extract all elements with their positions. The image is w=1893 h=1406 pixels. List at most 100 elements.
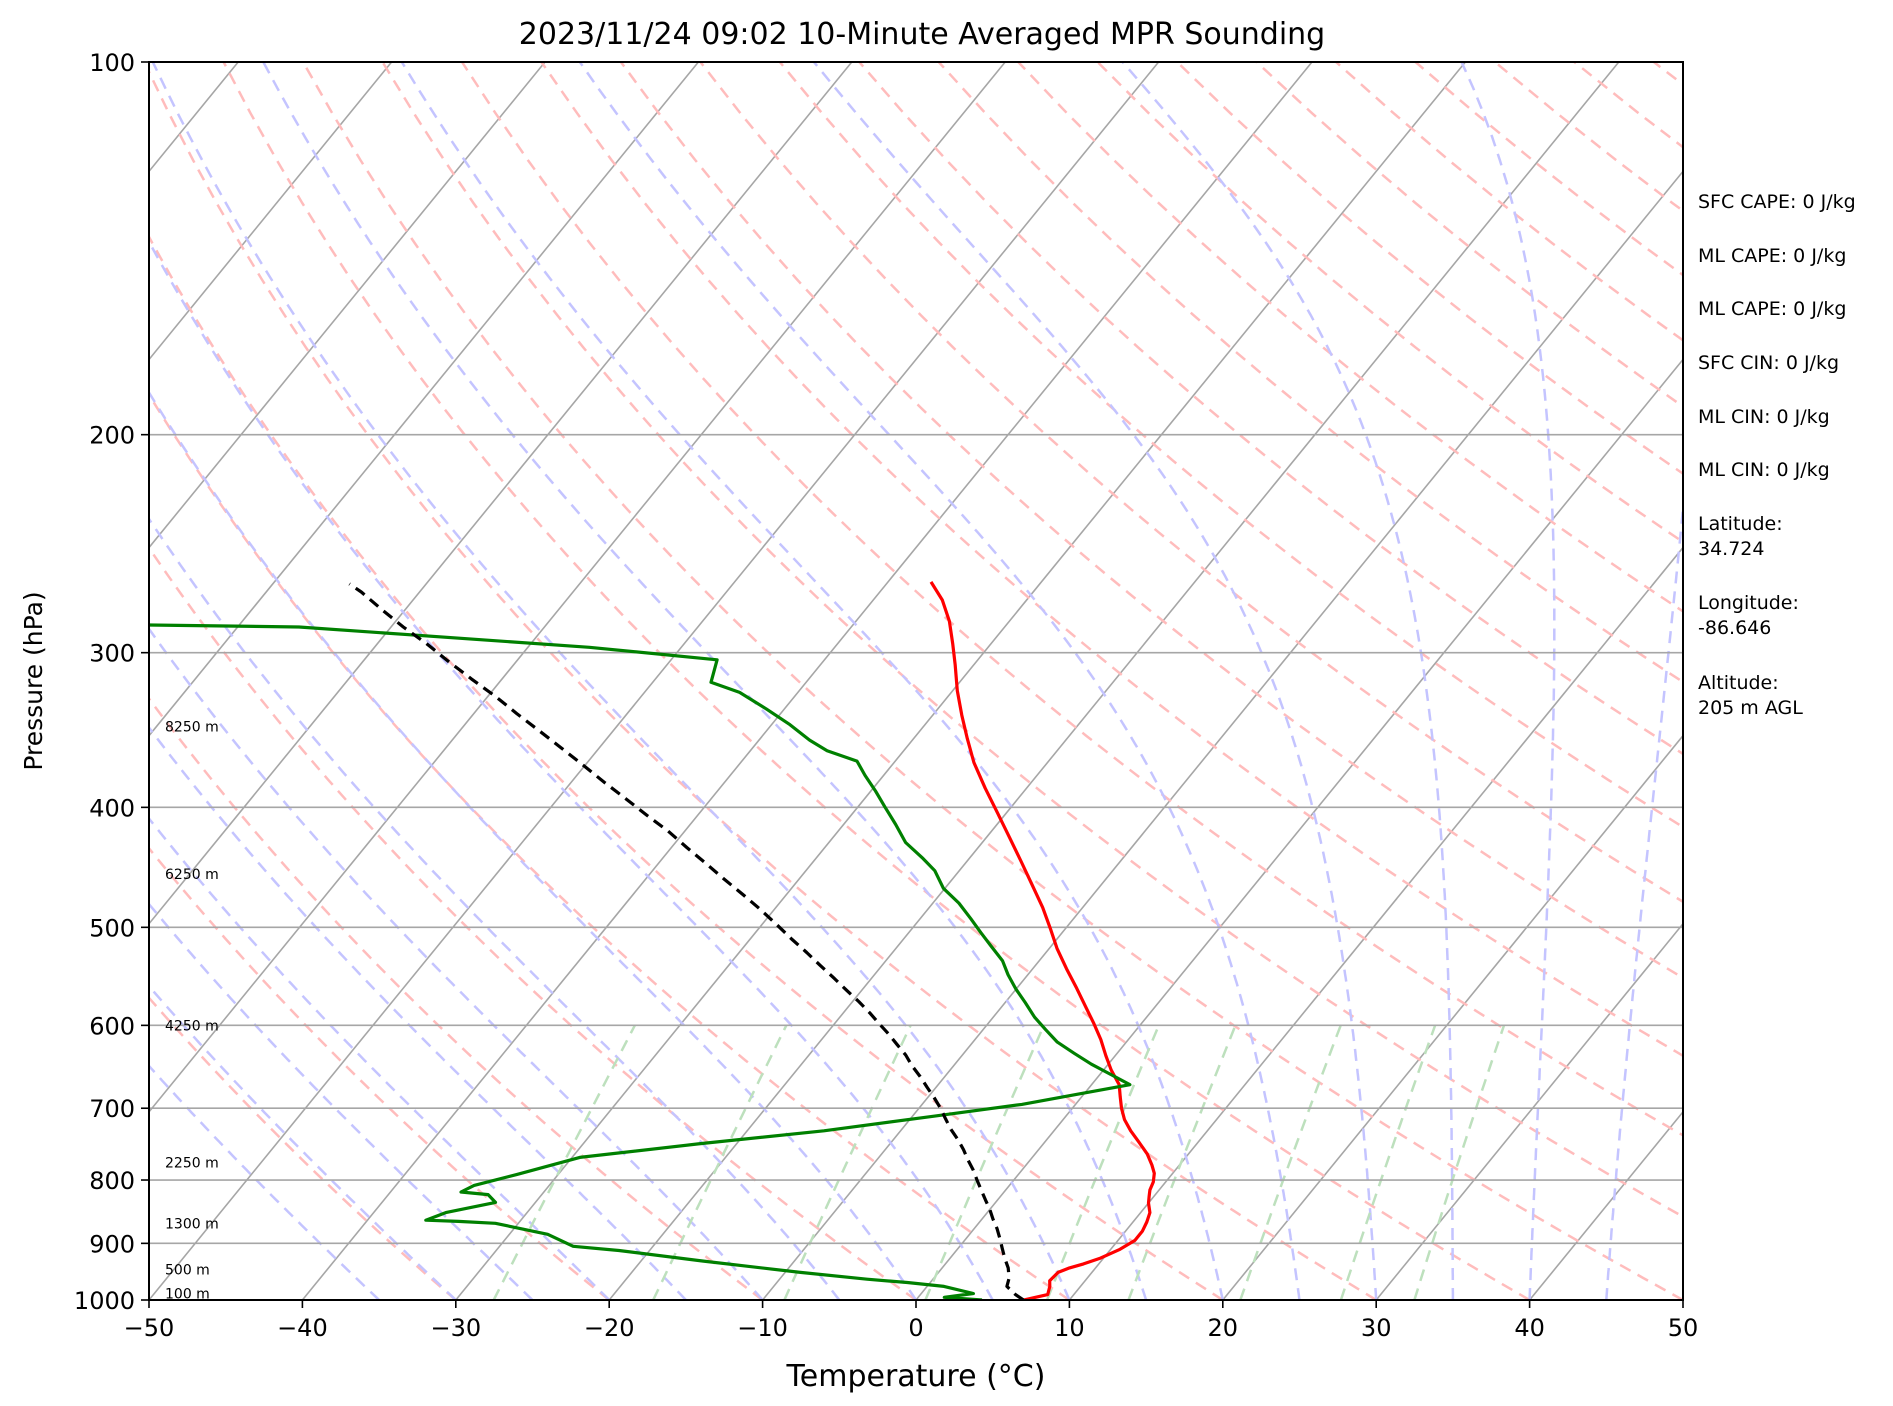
dry-adiabat-line [1017, 62, 1683, 613]
dewpoint-line [149, 623, 1132, 1300]
isotherm-line [149, 62, 393, 361]
chart-title: 2023/11/24 09:02 10-Minute Averaged MPR … [519, 17, 1325, 52]
isotherm-line [608, 62, 1620, 1300]
isotherm-line [149, 62, 700, 737]
isotherm-line [149, 62, 1160, 1300]
moist-adiabat-line [149, 1064, 380, 1300]
ml-cin-label: ML CIN: 0 J/kg [1698, 406, 1830, 428]
latitude-label: Latitude: 34.724 [1698, 513, 1783, 560]
height-label: 1300 m [165, 1216, 219, 1232]
height-label: 6250 m [165, 867, 219, 883]
mixing-ratio-line [1127, 1024, 1237, 1300]
dry-adiabat-line [149, 392, 1071, 1300]
mixing-ratio-line [1339, 1024, 1437, 1300]
moist-adiabat-line [149, 516, 841, 1300]
y-tick-label: 300 [89, 640, 135, 668]
height-label: 100 m [165, 1287, 210, 1303]
ml-cape-label: ML CAPE: 0 J/kg [1698, 245, 1847, 267]
mixing-ratio-line [1239, 1024, 1342, 1300]
dry-adiabat-line [149, 696, 764, 1300]
moist-adiabat-line [149, 816, 611, 1300]
x-tick-label: 0 [908, 1314, 923, 1342]
isotherm-line [149, 62, 853, 926]
pressure-gridlines [149, 433, 1683, 1245]
y-tick-label: 400 [89, 794, 135, 822]
dry-adiabat-line [937, 62, 1683, 684]
longitude-label: Longitude: -86.646 [1698, 592, 1799, 639]
isotherm-line [1222, 734, 1683, 1300]
x-tick-label: −40 [277, 1314, 328, 1342]
x-tick-label: −20 [584, 1314, 635, 1342]
dry-adiabat-line [149, 69, 1377, 1300]
x-tick-label: 50 [1668, 1314, 1699, 1342]
y-tick-label: 900 [89, 1230, 135, 1258]
isotherm-line [149, 62, 546, 549]
y-tick-label: 700 [89, 1095, 135, 1123]
moist-adiabat-line [149, 626, 764, 1300]
y-tick-label: 1000 [74, 1287, 135, 1315]
dry-adiabat-line [149, 545, 917, 1300]
x-tick-label: −50 [124, 1314, 175, 1342]
x-axis: −50 −40 −30 −20 −10 0 10 20 30 40 50 [124, 1300, 1699, 1342]
x-tick-label: −30 [430, 1314, 481, 1342]
mixing-ratio-line [492, 1024, 636, 1300]
moist-adiabat-line [1460, 62, 1556, 1300]
moist-adiabat-line [149, 725, 687, 1300]
dry-adiabat-line [699, 62, 1683, 904]
moist-adiabat-line [400, 62, 1225, 1300]
parcel-line [348, 582, 1025, 1300]
y-axis: 100 200 300 400 500 600 700 800 900 1000 [74, 49, 149, 1315]
altitude-label: Altitude: 205 m AGL [1698, 672, 1803, 719]
dry-adiabat-line [222, 62, 1531, 1300]
y-tick-label: 800 [89, 1167, 135, 1195]
dry-adiabat-line [619, 62, 1683, 980]
height-label: 4250 m [165, 1018, 219, 1034]
plot-frame [148, 61, 1684, 1301]
mixing-ratio-line [783, 1024, 912, 1300]
moist-adiabat-line [151, 62, 1071, 1300]
isotherm-line [1068, 546, 1683, 1300]
dry-adiabat-line [540, 62, 1683, 1058]
temperature-line [929, 581, 1156, 1300]
y-tick-label: 100 [89, 49, 135, 77]
data-series [149, 581, 1156, 1300]
y-tick-label: 500 [89, 914, 135, 942]
dry-adiabat-line [460, 62, 1683, 1137]
sfc-cin-label: SFC CIN: 0 J/kg [1698, 352, 1840, 374]
moist-adiabat-line [262, 62, 1148, 1300]
x-tick-label: −10 [737, 1314, 788, 1342]
moist-adiabat-line [149, 239, 994, 1300]
moist-adiabat-line [1605, 495, 1683, 1300]
x-tick-label: 30 [1361, 1314, 1392, 1342]
height-label: 8250 m [165, 719, 219, 735]
moist-adiabat-line [812, 62, 1378, 1300]
moist-adiabat-line [1121, 62, 1455, 1300]
isotherm-line [761, 170, 1683, 1300]
x-axis-label: Temperature (°C) [786, 1359, 1046, 1394]
height-label: 500 m [165, 1263, 210, 1279]
height-labels: 100 m 500 m 1300 m 2250 m 4250 m 6250 m 8250 m [165, 719, 219, 1302]
x-tick-label: 20 [1208, 1314, 1239, 1342]
moist-adiabat-line [578, 62, 1301, 1300]
isotherm-line [301, 62, 1313, 1300]
isotherm-line [455, 62, 1467, 1300]
isotherm-line [149, 62, 1006, 1114]
dry-adiabat-line [149, 234, 1224, 1300]
moist-adiabat-line [149, 390, 918, 1300]
ml-cape-label-2: ML CAPE: 0 J/kg [1698, 298, 1847, 320]
y-axis-label: Pressure (hPa) [19, 591, 48, 770]
mixing-ratio-line [652, 1024, 788, 1300]
x-tick-label: 40 [1514, 1314, 1545, 1342]
height-label: 2250 m [165, 1155, 219, 1171]
moist-adiabat-line [149, 984, 457, 1300]
sfc-cape-label: SFC CAPE: 0 J/kg [1698, 191, 1856, 213]
dry-adiabat-line [302, 62, 1683, 1300]
dry-adiabat-line [149, 996, 457, 1300]
dry-adiabat-line [381, 62, 1683, 1219]
x-tick-label: 10 [1054, 1314, 1085, 1342]
isotherm-line [1375, 922, 1683, 1300]
y-tick-label: 200 [89, 422, 135, 450]
y-tick-label: 600 [89, 1012, 135, 1040]
background-lines [149, 62, 1683, 1300]
